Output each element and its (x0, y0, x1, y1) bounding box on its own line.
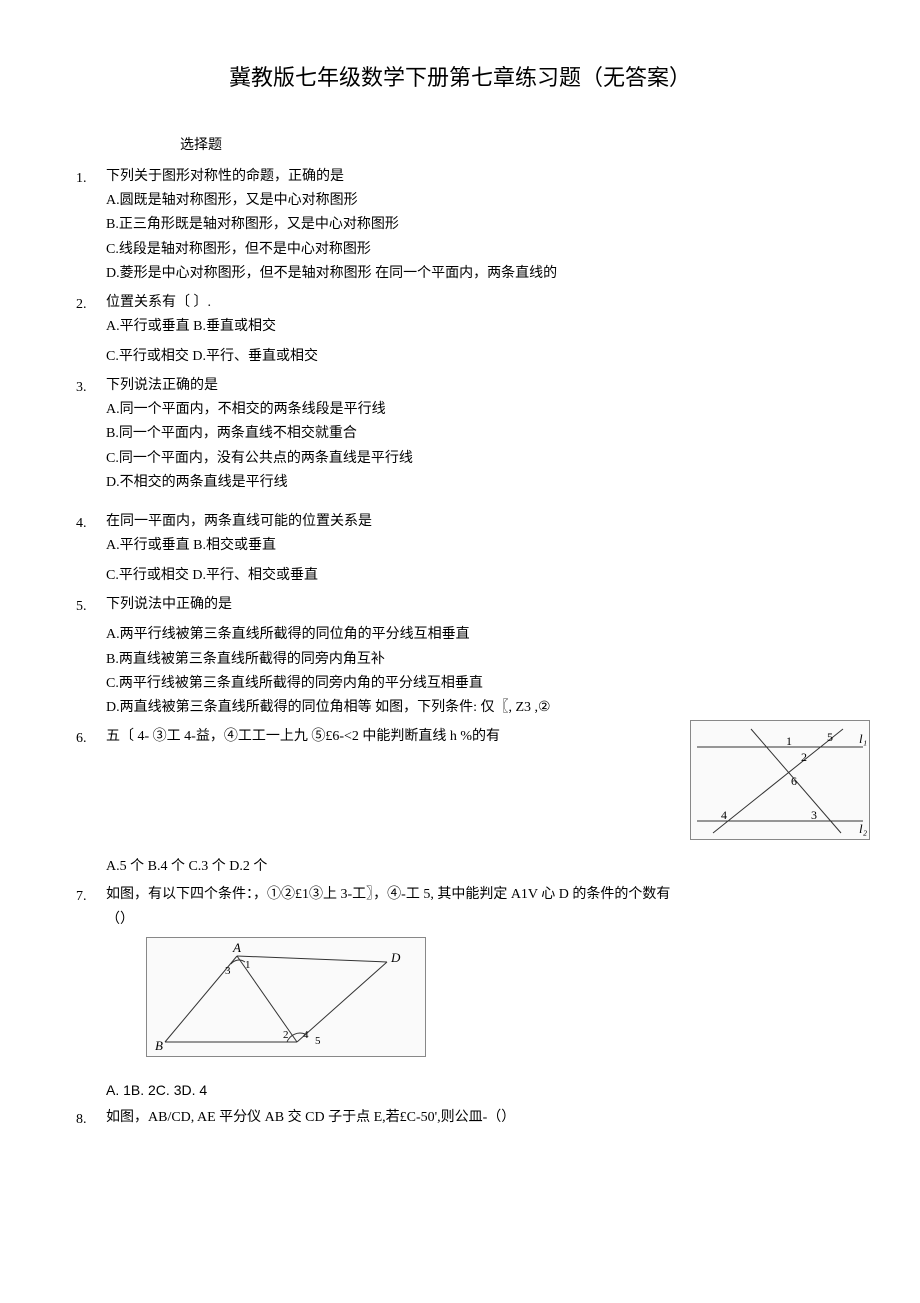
option-cd: C.平行或相交 D.平行、相交或垂直 (106, 565, 850, 587)
option-d: D.两直线被第三条直线所截得的同位角相等 如图，下列条件: 仅〖, Z3 ,② (106, 697, 850, 719)
line-cd (297, 962, 387, 1042)
question-4: 4. 在同一平面内，两条直线可能的位置关系是 A.平行或垂直 B.相交或垂直 C… (70, 511, 850, 590)
label-l1: l₁ (859, 731, 867, 746)
label-B: B (155, 1038, 163, 1053)
option-d: D.不相交的两条直线是平行线 (106, 472, 850, 494)
label-3: 3 (225, 965, 231, 977)
section-label: 选择题 (180, 135, 850, 157)
label-4: 4 (721, 808, 727, 822)
question-1: 1. 下列关于图形对称性的命题，正确的是 A.圆既是轴对称图形，又是中心对称图形… (70, 166, 850, 288)
option-b: B.同一个平面内，两条直线不相交就重合 (106, 423, 850, 445)
line-ad (237, 956, 387, 962)
question-2: 2. 位置关系有〔 〕. A.平行或垂直 B.垂直或相交 C.平行或相交 D.平… (70, 292, 850, 371)
question-number: 8. (70, 1107, 106, 1131)
question-6-answers: A.5 个 B.4 个 C.3 个 D.2 个 (70, 850, 850, 880)
question-3: 3. 下列说法正确的是 A.同一个平面内，不相交的两条线段是平行线 B.同一个平… (70, 375, 850, 497)
question-text: 下列关于图形对称性的命题，正确的是 (106, 166, 850, 188)
question-text: 位置关系有〔 〕. (106, 292, 850, 314)
label-1: 1 (245, 959, 251, 971)
question-number: 1. (70, 166, 106, 190)
question-7: 7. 如图，有以下四个条件：，①②£1③上 3-工〗，④-工 5, 其中能判定 … (70, 884, 850, 1103)
question-text: 下列说法中正确的是 (106, 594, 850, 616)
option-ab: A.平行或垂直 B.相交或垂直 (106, 535, 850, 557)
label-1: 1 (786, 734, 792, 748)
label-2: 2 (801, 750, 807, 764)
option-d: D.菱形是中心对称图形，但不是轴对称图形 在同一个平面内，两条直线的 (106, 263, 850, 285)
figure-q6-svg: l₁ l₂ 5 2 6 4 3 1 (691, 721, 869, 839)
label-l2: l₂ (859, 821, 868, 836)
label-3: 3 (811, 808, 817, 822)
question-number: 3. (70, 375, 106, 399)
figure-q7: A D B 1 3 2 4 5 (146, 937, 426, 1057)
transversal-1 (713, 729, 843, 833)
option-c: C.两平行线被第三条直线所截得的同旁内角的平分线互相垂直 (106, 673, 850, 695)
option-ab: A.平行或垂直 B.垂直或相交 (106, 316, 850, 338)
option-c: C.同一个平面内，没有公共点的两条直线是平行线 (106, 448, 850, 470)
question-text-line2: 五〔 4- ③工 4-益，④工工一上九 ⑤£6-<2 中能判断直线 h %的有 (106, 726, 660, 748)
option-c: C.线段是轴对称图形，但不是中心对称图形 (106, 239, 850, 261)
figure-q6: l₁ l₂ 5 2 6 4 3 1 (690, 720, 870, 840)
question-text: 如图，有以下四个条件：，①②£1③上 3-工〗，④-工 5, 其中能判定 A1V… (106, 884, 850, 906)
label-A: A (232, 940, 241, 955)
label-6: 6 (791, 774, 797, 788)
question-8: 8. 如图，AB/CD, AE 平分仪 AB 交 CD 子于点 E,若£C-50… (70, 1107, 850, 1131)
option-b: B.两直线被第三条直线所截得的同旁内角互补 (106, 649, 850, 671)
option-a: A.同一个平面内，不相交的两条线段是平行线 (106, 399, 850, 421)
figure-q7-svg: A D B 1 3 2 4 5 (147, 938, 425, 1056)
spacer (70, 850, 106, 852)
label-2: 2 (283, 1029, 289, 1041)
option-b: B.正三角形既是轴对称图形，又是中心对称图形 (106, 214, 850, 236)
label-4: 4 (303, 1029, 309, 1041)
label-5: 5 (315, 1035, 321, 1047)
question-text: 在同一平面内，两条直线可能的位置关系是 (106, 511, 850, 533)
question-5: 5. 下列说法中正确的是 A.两平行线被第三条直线所截得的同位角的平分线互相垂直… (70, 594, 850, 722)
question-6: 6. 五〔 4- ③工 4-益，④工工一上九 ⑤£6-<2 中能判断直线 h %… (70, 726, 850, 846)
option-a: A.圆既是轴对称图形，又是中心对称图形 (106, 190, 850, 212)
option-a: A.两平行线被第三条直线所截得的同位角的平分线互相垂直 (106, 624, 850, 646)
question-paren: （） (106, 909, 850, 931)
page-title: 冀教版七年级数学下册第七章练习题（无答案） (70, 60, 850, 95)
question-number: 7. (70, 884, 106, 908)
question-text: 如图，AB/CD, AE 平分仪 AB 交 CD 子于点 E,若£C-50',则… (106, 1107, 850, 1129)
answer-options: A. 1B. 2C. 3D. 4 (106, 1079, 850, 1101)
label-D: D (390, 950, 401, 965)
question-number: 2. (70, 292, 106, 316)
option-cd: C.平行或相交 D.平行、垂直或相交 (106, 346, 850, 368)
question-number: 6. (70, 726, 106, 750)
question-number: 5. (70, 594, 106, 618)
question-number: 4. (70, 511, 106, 535)
answer-options: A.5 个 B.4 个 C.3 个 D.2 个 (106, 856, 850, 878)
label-5: 5 (827, 730, 833, 744)
question-text: 下列说法正确的是 (106, 375, 850, 397)
